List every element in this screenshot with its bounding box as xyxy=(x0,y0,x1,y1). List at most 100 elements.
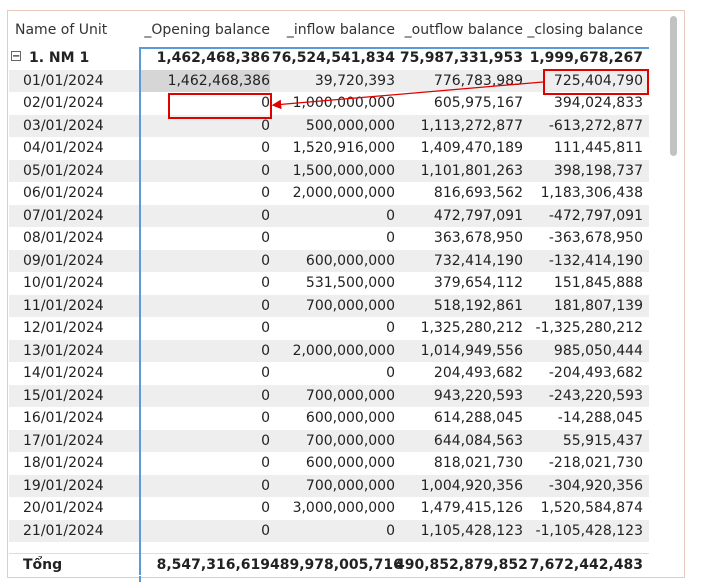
row-opening[interactable]: 0 xyxy=(261,275,270,291)
column-header-name[interactable]: Name of Unit xyxy=(15,22,108,38)
row-opening[interactable]: 0 xyxy=(261,500,270,516)
row-opening[interactable]: 0 xyxy=(261,320,270,336)
row-opening[interactable]: 0 xyxy=(261,342,270,359)
row-outflow[interactable]: 614,288,045 xyxy=(433,410,523,426)
row-date[interactable]: 21/01/2024 xyxy=(23,522,104,539)
row-opening[interactable]: 0 xyxy=(261,522,270,539)
row-opening[interactable]: 0 xyxy=(261,252,270,269)
row-outflow[interactable]: 204,493,682 xyxy=(433,365,523,381)
row-outflow[interactable]: 776,783,989 xyxy=(433,72,523,89)
row-outflow[interactable]: 363,678,950 xyxy=(433,230,523,246)
row-inflow[interactable]: 2,000,000,000 xyxy=(292,185,395,201)
column-header-inflow[interactable]: _inflow balance xyxy=(286,22,395,38)
row-date[interactable]: 11/01/2024 xyxy=(23,297,104,314)
row-outflow[interactable]: 605,975,167 xyxy=(433,95,523,111)
row-outflow[interactable]: 644,084,563 xyxy=(433,432,523,449)
row-outflow[interactable]: 732,414,190 xyxy=(433,252,523,269)
row-closing[interactable]: 55,915,437 xyxy=(562,432,643,449)
row-closing[interactable]: -1,105,428,123 xyxy=(535,522,643,539)
row-outflow[interactable]: 1,105,428,123 xyxy=(420,522,523,539)
row-date[interactable]: 19/01/2024 xyxy=(23,477,104,494)
row-date[interactable]: 07/01/2024 xyxy=(23,207,104,224)
row-outflow[interactable]: 1,479,415,126 xyxy=(420,500,523,516)
row-opening[interactable]: 0 xyxy=(261,162,270,179)
row-date[interactable]: 10/01/2024 xyxy=(23,275,104,291)
row-closing[interactable]: -132,414,190 xyxy=(548,252,643,269)
row-opening[interactable]: 0 xyxy=(261,477,270,494)
row-opening[interactable]: 0 xyxy=(261,455,270,471)
row-date[interactable]: 04/01/2024 xyxy=(23,140,104,156)
row-opening[interactable]: 0 xyxy=(261,230,270,246)
row-inflow[interactable]: 600,000,000 xyxy=(305,252,395,269)
row-inflow[interactable]: 700,000,000 xyxy=(305,477,395,494)
row-date[interactable]: 14/01/2024 xyxy=(23,365,104,381)
row-closing[interactable]: 725,404,790 xyxy=(553,72,643,89)
row-inflow[interactable]: 700,000,000 xyxy=(305,297,395,314)
row-outflow[interactable]: 1,325,280,212 xyxy=(420,320,523,336)
row-date[interactable]: 03/01/2024 xyxy=(23,117,104,134)
row-inflow[interactable]: 1,520,916,000 xyxy=(292,140,395,156)
row-date[interactable]: 06/01/2024 xyxy=(23,185,104,201)
row-outflow[interactable]: 379,654,112 xyxy=(433,275,523,291)
row-closing[interactable]: 1,520,584,874 xyxy=(540,500,643,516)
row-opening[interactable]: 0 xyxy=(261,95,270,111)
row-inflow[interactable]: 531,500,000 xyxy=(305,275,395,291)
row-outflow[interactable]: 1,101,801,263 xyxy=(420,162,523,179)
column-header-outflow[interactable]: _outflow balance xyxy=(404,22,523,38)
column-header-opening[interactable]: _Opening balance xyxy=(144,22,270,38)
row-closing[interactable]: 181,807,139 xyxy=(553,297,643,314)
row-inflow[interactable]: 0 xyxy=(386,230,395,246)
row-inflow[interactable]: 600,000,000 xyxy=(305,455,395,471)
row-closing[interactable]: -204,493,682 xyxy=(548,365,643,381)
row-date[interactable]: 17/01/2024 xyxy=(23,432,104,449)
row-date[interactable]: 12/01/2024 xyxy=(23,320,104,336)
collapse-icon[interactable]: − xyxy=(11,51,21,62)
row-closing[interactable]: 151,845,888 xyxy=(553,275,643,291)
row-inflow[interactable]: 2,000,000,000 xyxy=(292,342,395,359)
vertical-scrollbar[interactable] xyxy=(669,14,679,562)
row-outflow[interactable]: 472,797,091 xyxy=(433,207,523,224)
row-inflow[interactable]: 500,000,000 xyxy=(305,117,395,134)
row-inflow[interactable]: 0 xyxy=(386,320,395,336)
row-date[interactable]: 16/01/2024 xyxy=(23,410,104,426)
row-inflow[interactable]: 1,500,000,000 xyxy=(292,162,395,179)
row-date[interactable]: 05/01/2024 xyxy=(23,162,104,179)
row-opening[interactable]: 0 xyxy=(261,432,270,449)
row-date[interactable]: 13/01/2024 xyxy=(23,342,104,359)
row-closing[interactable]: 394,024,833 xyxy=(553,95,643,111)
row-closing[interactable]: -363,678,950 xyxy=(548,230,643,246)
row-inflow[interactable]: 3,000,000,000 xyxy=(292,500,395,516)
row-inflow[interactable]: 39,720,393 xyxy=(314,72,395,89)
row-opening[interactable]: 0 xyxy=(261,185,270,201)
row-closing[interactable]: 1,183,306,438 xyxy=(540,185,643,201)
row-opening[interactable]: 1,462,468,386 xyxy=(139,69,270,92)
row-closing[interactable]: 985,050,444 xyxy=(553,342,643,359)
row-outflow[interactable]: 1,113,272,877 xyxy=(420,117,523,134)
row-closing[interactable]: -243,220,593 xyxy=(548,387,643,404)
row-outflow[interactable]: 818,021,730 xyxy=(433,455,523,471)
row-inflow[interactable]: 0 xyxy=(386,207,395,224)
row-inflow[interactable]: 600,000,000 xyxy=(305,410,395,426)
row-outflow[interactable]: 1,004,920,356 xyxy=(420,477,523,494)
row-closing[interactable]: -218,021,730 xyxy=(548,455,643,471)
row-opening[interactable]: 0 xyxy=(261,117,270,134)
row-outflow[interactable]: 518,192,861 xyxy=(433,297,523,314)
row-closing[interactable]: 398,198,737 xyxy=(553,162,643,179)
row-opening[interactable]: 0 xyxy=(261,387,270,404)
row-opening[interactable]: 0 xyxy=(261,365,270,381)
row-inflow[interactable]: 0 xyxy=(386,522,395,539)
row-closing[interactable]: -1,325,280,212 xyxy=(535,320,643,336)
row-date[interactable]: 09/01/2024 xyxy=(23,252,104,269)
row-opening[interactable]: 0 xyxy=(261,297,270,314)
row-outflow[interactable]: 1,014,949,556 xyxy=(420,342,523,359)
row-closing[interactable]: -304,920,356 xyxy=(548,477,643,494)
row-inflow[interactable]: 700,000,000 xyxy=(305,432,395,449)
row-outflow[interactable]: 943,220,593 xyxy=(433,387,523,404)
row-date[interactable]: 02/01/2024 xyxy=(23,95,104,111)
row-inflow[interactable]: 1,000,000,000 xyxy=(292,95,395,111)
scrollbar-thumb[interactable] xyxy=(670,16,677,156)
row-closing[interactable]: -613,272,877 xyxy=(548,117,643,134)
row-opening[interactable]: 0 xyxy=(261,140,270,156)
row-inflow[interactable]: 0 xyxy=(386,365,395,381)
row-date[interactable]: 20/01/2024 xyxy=(23,500,104,516)
